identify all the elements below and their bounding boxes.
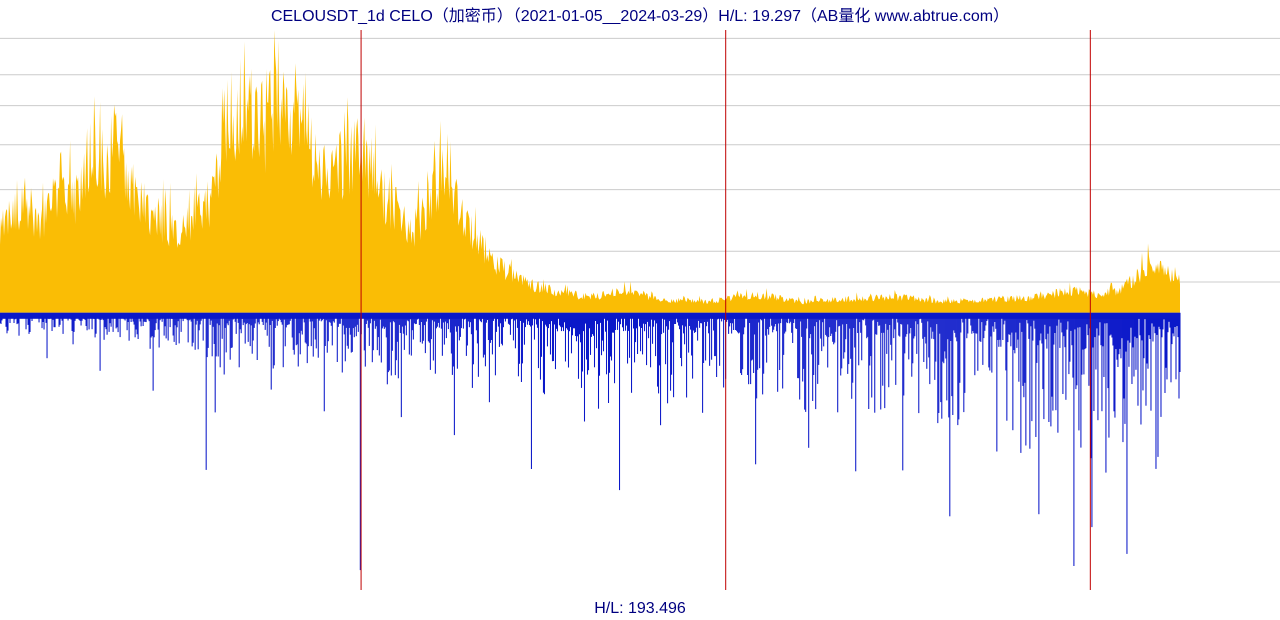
chart-container: CELOUSDT_1d CELO（加密币）（2021-01-05__2024-0… <box>0 0 1280 620</box>
chart-title: CELOUSDT_1d CELO（加密币）（2021-01-05__2024-0… <box>0 2 1280 26</box>
chart-footer: H/L: 193.496 <box>0 600 1280 618</box>
chart-svg <box>0 0 1280 620</box>
